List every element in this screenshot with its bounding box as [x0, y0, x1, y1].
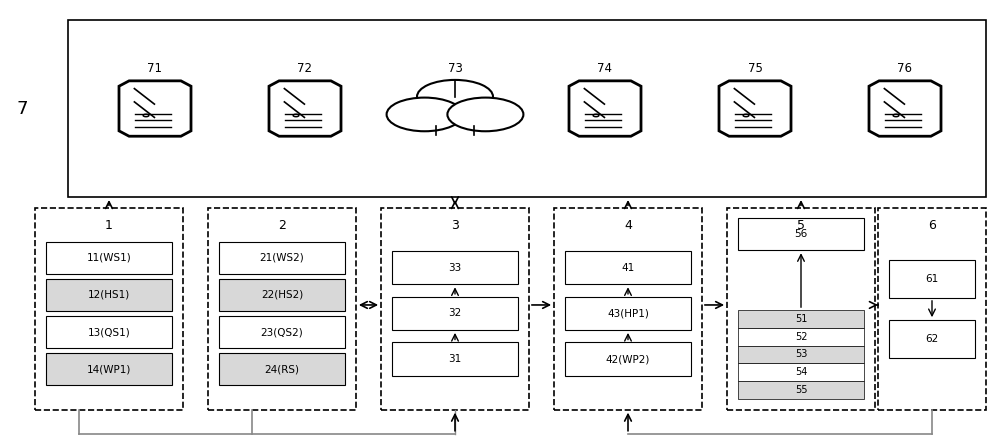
Text: 41: 41 [621, 263, 635, 273]
Text: 3: 3 [451, 219, 459, 232]
Polygon shape [269, 81, 341, 136]
Bar [738, 381, 864, 399]
Text: 1: 1 [105, 219, 113, 232]
Bar [565, 342, 691, 376]
Text: 55: 55 [795, 385, 807, 395]
Text: 22(HS2): 22(HS2) [261, 290, 303, 300]
Bar [738, 328, 864, 346]
Text: 32: 32 [448, 308, 462, 319]
Circle shape [387, 97, 463, 131]
Text: 11(WS1): 11(WS1) [87, 253, 131, 263]
Text: 2: 2 [278, 219, 286, 232]
Bar [219, 242, 345, 274]
Bar [738, 218, 864, 250]
Text: 71: 71 [148, 62, 162, 75]
Bar [889, 320, 975, 358]
Bar [219, 279, 345, 311]
Bar [46, 242, 172, 274]
Text: 33: 33 [448, 263, 462, 273]
Text: 14(WP1): 14(WP1) [87, 364, 131, 374]
Text: 76: 76 [898, 62, 912, 75]
Text: 6: 6 [928, 219, 936, 232]
Circle shape [447, 97, 523, 131]
Polygon shape [119, 81, 191, 136]
Bar [392, 251, 518, 284]
Text: 13(QS1): 13(QS1) [88, 327, 130, 337]
Bar [889, 260, 975, 298]
Bar [392, 342, 518, 376]
Text: 74: 74 [598, 62, 612, 75]
Bar [35, 208, 183, 410]
Bar [738, 310, 864, 328]
Text: 56: 56 [794, 229, 808, 239]
Text: 5: 5 [797, 219, 805, 232]
Text: 43(HP1): 43(HP1) [607, 308, 649, 319]
Text: 4: 4 [624, 219, 632, 232]
Bar [46, 354, 172, 385]
Text: 75: 75 [748, 62, 762, 75]
Text: 24(RS): 24(RS) [264, 364, 300, 374]
Bar [219, 316, 345, 348]
Bar [392, 297, 518, 330]
Bar [208, 208, 356, 410]
Polygon shape [869, 81, 941, 136]
Text: 52: 52 [795, 332, 807, 342]
Text: 54: 54 [795, 367, 807, 377]
Bar [565, 297, 691, 330]
Text: 31: 31 [448, 354, 462, 364]
Bar [878, 208, 986, 410]
Text: 61: 61 [925, 274, 939, 284]
Bar [738, 346, 864, 363]
Polygon shape [569, 81, 641, 136]
Text: 53: 53 [795, 350, 807, 359]
Bar [565, 251, 691, 284]
Polygon shape [719, 81, 791, 136]
Text: 42(WP2): 42(WP2) [606, 354, 650, 364]
Bar [554, 208, 702, 410]
Circle shape [417, 80, 493, 113]
Bar [219, 354, 345, 385]
Bar [381, 208, 529, 410]
Text: 73: 73 [448, 62, 462, 75]
Text: 72: 72 [298, 62, 312, 75]
Bar [46, 316, 172, 348]
Text: 7: 7 [16, 100, 28, 117]
Bar [738, 363, 864, 381]
Bar [727, 208, 875, 410]
Text: 12(HS1): 12(HS1) [88, 290, 130, 300]
Text: 51: 51 [795, 314, 807, 324]
Text: 62: 62 [925, 334, 939, 344]
Text: 21(WS2): 21(WS2) [260, 253, 304, 263]
Bar [46, 279, 172, 311]
Bar [68, 20, 986, 197]
Text: 23(QS2): 23(QS2) [261, 327, 303, 337]
